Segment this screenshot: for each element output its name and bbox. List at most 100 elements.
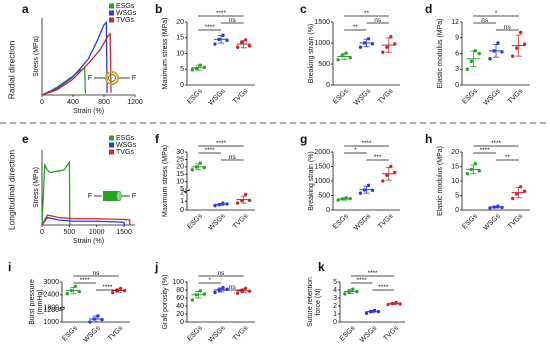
data-point [65, 292, 70, 296]
data-point [473, 161, 478, 166]
significance-label: ns [229, 17, 237, 24]
significance-label: ns [481, 17, 489, 24]
y-tick-label: 0 [455, 207, 459, 214]
data-point [477, 51, 482, 56]
data-point [465, 67, 470, 71]
x-tick-label: TVGs [232, 212, 250, 230]
y-tick-label: 20 [176, 19, 184, 26]
y-tick-label: 15 [176, 171, 184, 178]
significance-label: **** [102, 284, 113, 291]
y-tick-label: 4 [333, 287, 337, 294]
data-point [213, 42, 217, 46]
y-axis-title: Maximum stress (MPa) [162, 18, 169, 90]
significance-label: **** [367, 270, 378, 277]
significance-label: ns [504, 24, 512, 31]
significance-label: **** [357, 277, 368, 284]
significance-label: **** [216, 10, 227, 17]
significance-label: **** [480, 147, 491, 154]
x-tick-label: 1500 [116, 229, 132, 236]
y-tick-label: 0 [180, 319, 184, 326]
data-point [110, 290, 115, 295]
legend-label: WSGs [116, 142, 137, 149]
force-label: F [132, 193, 136, 200]
data-point [496, 41, 500, 45]
y-tick-label: 1000 [314, 40, 330, 47]
x-tick-label: WSGs [482, 87, 502, 107]
x-tick-label: 0 [40, 229, 44, 236]
y-axis-title: Burst pressure [29, 279, 36, 325]
y-tick-label: 10 [451, 178, 459, 185]
significance-label: ns [374, 17, 382, 24]
x-tick-label: ESGs [461, 87, 479, 105]
x-tick-label: WSGs [207, 87, 227, 107]
data-point [239, 40, 244, 45]
x-tick-label: 500 [64, 229, 76, 236]
data-point [522, 42, 527, 46]
data-point [469, 59, 474, 64]
data-point [221, 285, 225, 290]
panel-letter: a [22, 2, 29, 16]
x-tick-label: TVGs [232, 324, 250, 342]
y-tick-label: 5 [180, 186, 184, 193]
x-tick-label: WSGs [353, 87, 373, 107]
stress-strain-curve [41, 32, 112, 96]
significance-label: * [354, 147, 357, 154]
x-tick-label: 800 [98, 99, 110, 106]
x-tick-label: 1200 [127, 99, 143, 106]
y-axis-title: Breaking strain (%) [308, 151, 315, 211]
data-point [358, 45, 363, 49]
y-tick-label: 1 [333, 311, 337, 318]
axis-break [183, 189, 191, 193]
x-tick-label: TVGs [107, 324, 125, 342]
significance-label: **** [205, 24, 216, 31]
panel-letter: k [318, 260, 325, 274]
legend-swatch [109, 135, 114, 141]
force-label: F [88, 193, 92, 200]
significance-label: **** [491, 140, 502, 147]
legend-swatch [109, 10, 114, 16]
y-tick-label: 1500 [314, 163, 330, 170]
graft-tube-end [116, 190, 122, 202]
stress-strain-curve [41, 21, 108, 96]
x-tick-label: TVGs [232, 87, 250, 105]
y-tick-label: 2400 [43, 292, 59, 299]
panel-letter: c [300, 2, 307, 16]
significance-label: ** [353, 24, 359, 31]
significance-label: **** [80, 277, 91, 284]
data-point [518, 30, 523, 35]
y-tick-label: 2 [333, 303, 337, 310]
significance-label: **** [205, 147, 216, 154]
x-tick-label: TVGs [507, 212, 525, 230]
y-tick-label: 9 [455, 35, 459, 42]
x-tick-label: ESGs [332, 212, 350, 230]
y-axis-title: Breaking strain (%) [308, 24, 315, 84]
y-tick-label: 40 [176, 303, 184, 310]
y-tick-label: 0 [180, 207, 184, 214]
y-tick-label: 2000 [314, 149, 330, 156]
y-tick-label: 500 [318, 192, 330, 199]
data-point [88, 320, 92, 324]
x-tick-label: ESGs [339, 324, 357, 342]
y-tick-label: 80 [176, 287, 184, 294]
data-point [336, 58, 340, 62]
legend-label: WSGs [116, 10, 137, 17]
data-point [510, 196, 515, 201]
x-tick-label: TVGs [377, 212, 395, 230]
stress-strain-curve [41, 160, 71, 226]
y-tick-label: 3 [333, 295, 337, 302]
data-point [381, 179, 385, 183]
data-point [366, 37, 371, 41]
x-tick-label: TVGs [382, 324, 400, 342]
data-point [522, 189, 527, 193]
x-tick-label: ESGs [186, 87, 204, 105]
data-point [488, 57, 492, 61]
significance-label: ns [218, 270, 226, 277]
x-tick-label: WSGs [207, 212, 227, 232]
x-tick-label: ESGs [332, 87, 350, 105]
y-axis-title: Elastic modulus (MPa) [437, 18, 444, 88]
legend-label: TVGs [116, 17, 134, 24]
legend-label: TVGs [116, 149, 134, 156]
legend-swatch [109, 142, 114, 148]
data-point [465, 172, 470, 176]
